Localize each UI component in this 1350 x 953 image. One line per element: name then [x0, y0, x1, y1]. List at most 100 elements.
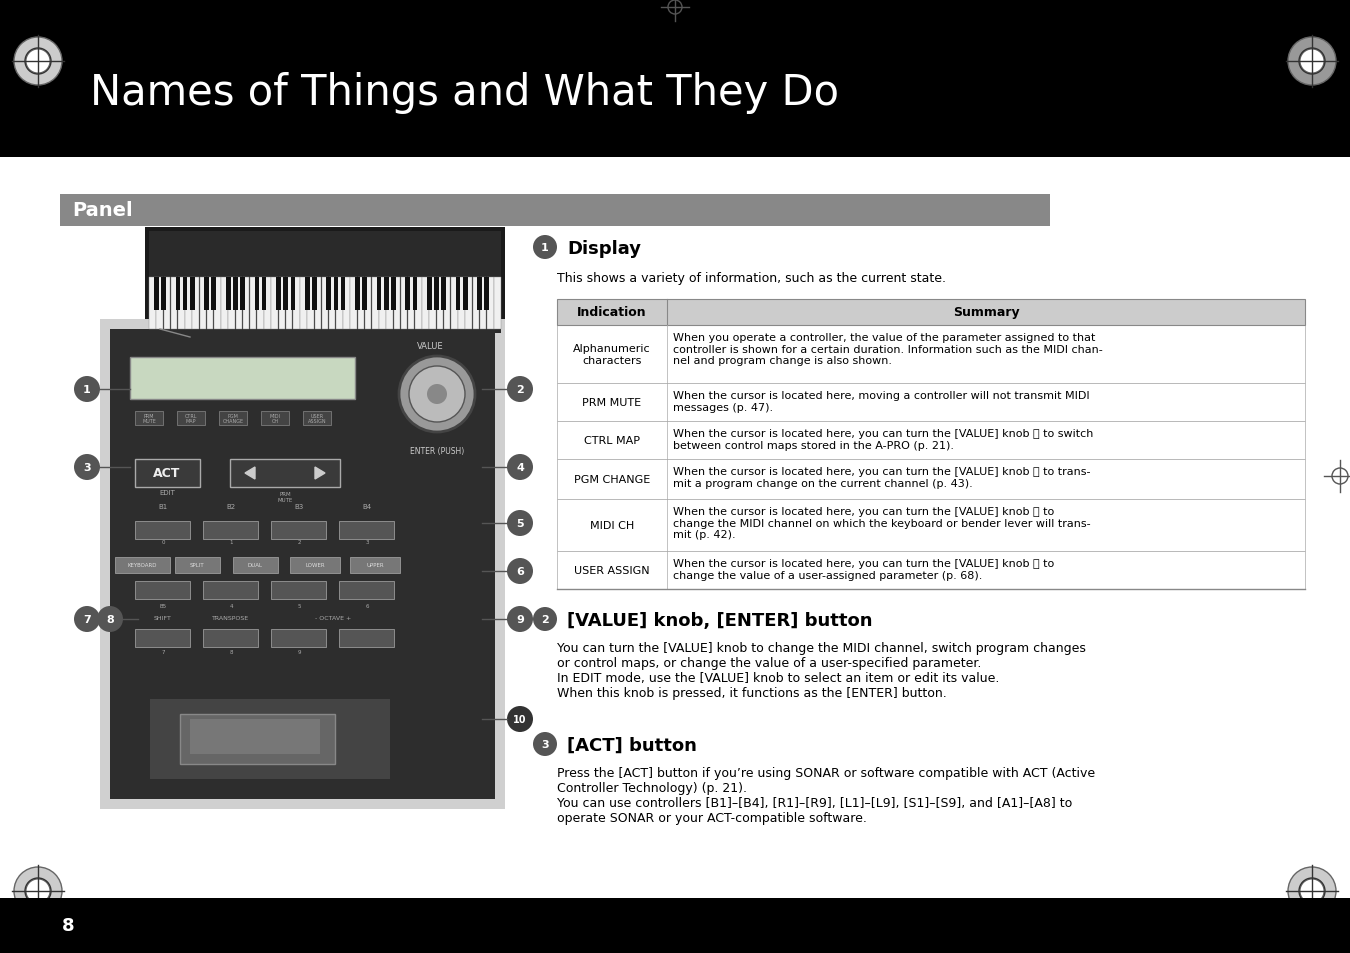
Text: ACT: ACT: [154, 467, 181, 480]
Bar: [339, 521, 394, 539]
Bar: [271, 581, 325, 599]
Bar: [485, 277, 489, 310]
Bar: [405, 277, 410, 310]
Bar: [190, 277, 194, 310]
Text: 0: 0: [161, 540, 165, 545]
Text: MIDI
CH: MIDI CH: [270, 414, 281, 424]
Circle shape: [533, 732, 558, 757]
Text: When the cursor is located here, you can turn the [VALUE] knob Ⓐ to trans-
mit a: When the cursor is located here, you can…: [674, 467, 1091, 488]
Bar: [300, 277, 306, 330]
Bar: [278, 277, 285, 330]
Circle shape: [14, 38, 62, 86]
Text: 5: 5: [297, 603, 301, 608]
Text: 6: 6: [366, 603, 369, 608]
Bar: [444, 277, 451, 330]
Bar: [427, 277, 432, 310]
Bar: [271, 629, 325, 647]
Text: CTRL MAP: CTRL MAP: [585, 436, 640, 446]
Bar: [261, 412, 289, 426]
Bar: [458, 277, 464, 330]
Text: LOWER: LOWER: [305, 563, 325, 568]
Text: TRANSPOSE: TRANSPOSE: [212, 616, 250, 620]
Circle shape: [74, 376, 100, 402]
Bar: [290, 558, 340, 574]
Text: 4: 4: [230, 603, 232, 608]
Polygon shape: [315, 468, 325, 479]
Text: - OCTAVE +: - OCTAVE +: [315, 616, 351, 620]
Bar: [379, 277, 386, 330]
Bar: [305, 277, 309, 310]
Bar: [135, 412, 163, 426]
Text: USER ASSIGN: USER ASSIGN: [574, 565, 649, 576]
Bar: [235, 277, 242, 330]
Bar: [466, 277, 472, 330]
Bar: [377, 277, 382, 310]
Bar: [176, 558, 220, 574]
Bar: [293, 277, 300, 330]
Bar: [100, 319, 505, 809]
Circle shape: [533, 235, 558, 260]
Bar: [271, 521, 325, 539]
Text: 2: 2: [297, 540, 301, 545]
Bar: [392, 277, 396, 310]
Bar: [340, 277, 346, 310]
Bar: [135, 459, 200, 488]
Bar: [362, 277, 367, 310]
Bar: [262, 277, 266, 310]
Bar: [463, 277, 467, 310]
Bar: [212, 277, 216, 310]
Text: DUAL: DUAL: [247, 563, 262, 568]
Bar: [350, 558, 400, 574]
Circle shape: [508, 706, 533, 732]
Text: 3: 3: [541, 740, 549, 749]
Circle shape: [1288, 867, 1336, 915]
Bar: [135, 581, 190, 599]
Text: ENTER (PUSH): ENTER (PUSH): [410, 447, 464, 456]
Bar: [271, 277, 278, 330]
Bar: [255, 277, 259, 310]
Bar: [234, 277, 238, 310]
Bar: [150, 700, 390, 780]
Text: PGM CHANGE: PGM CHANGE: [574, 475, 651, 484]
Text: 1: 1: [541, 243, 549, 253]
Circle shape: [1300, 50, 1324, 74]
Circle shape: [74, 455, 100, 480]
Bar: [435, 277, 439, 310]
Text: 7: 7: [161, 649, 165, 655]
Bar: [202, 581, 258, 599]
Circle shape: [427, 385, 447, 405]
Bar: [221, 277, 228, 330]
Text: Indication: Indication: [578, 306, 647, 319]
Bar: [180, 714, 335, 764]
Bar: [339, 629, 394, 647]
Text: This shows a variety of information, such as the current state.: This shows a variety of information, suc…: [558, 272, 946, 285]
Circle shape: [508, 376, 533, 402]
Bar: [312, 277, 317, 310]
Text: VALUE: VALUE: [417, 341, 443, 351]
Polygon shape: [244, 468, 255, 479]
Text: 9: 9: [297, 649, 301, 655]
Circle shape: [508, 511, 533, 537]
Bar: [213, 277, 220, 330]
Bar: [150, 277, 155, 330]
Bar: [413, 277, 417, 310]
Bar: [265, 277, 271, 330]
Text: PRM
MUTE: PRM MUTE: [277, 492, 293, 502]
Circle shape: [508, 606, 533, 633]
Bar: [230, 459, 340, 488]
Bar: [0, 28, 1350, 158]
Text: Names of Things and What They Do: Names of Things and What They Do: [90, 71, 838, 113]
Text: When the cursor is located here, you can turn the [VALUE] knob Ⓐ to
change the v: When the cursor is located here, you can…: [674, 558, 1054, 580]
Text: 10: 10: [513, 714, 526, 724]
Bar: [321, 277, 328, 330]
Text: CTRL
MAP: CTRL MAP: [185, 414, 197, 424]
Text: B2: B2: [227, 503, 235, 510]
Text: When the cursor is located here, moving a controller will not transmit MIDI
mess: When the cursor is located here, moving …: [674, 391, 1089, 412]
Bar: [176, 277, 181, 310]
Bar: [250, 277, 256, 330]
Circle shape: [533, 607, 558, 631]
Bar: [429, 277, 436, 330]
Bar: [558, 552, 1305, 589]
Bar: [193, 277, 198, 330]
Circle shape: [1300, 879, 1324, 903]
